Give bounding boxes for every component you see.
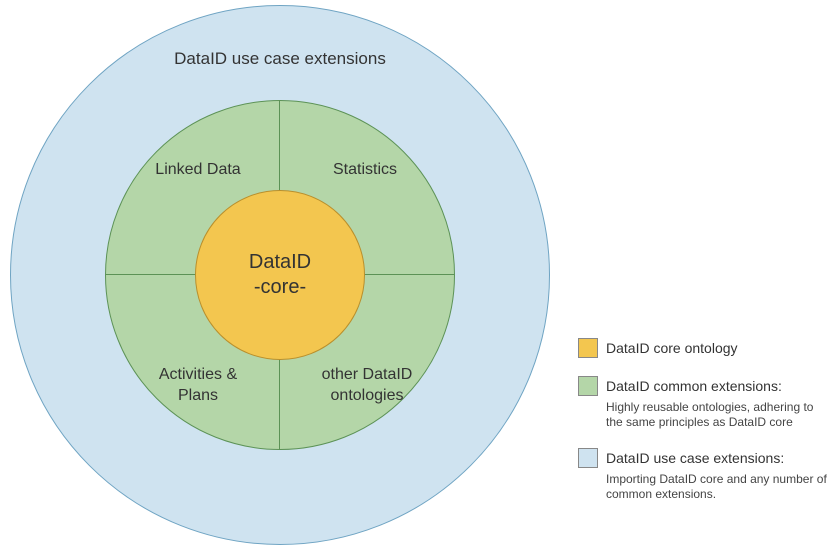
legend-desc-usecase: Importing DataID core and any number of … [606,472,830,502]
legend-swatch-common [578,376,598,396]
quadrant-label-activities-plans: Activities &Plans [128,365,268,407]
quadrant-label-statistics: Statistics [295,160,435,181]
legend-title-usecase: DataID use case extensions: [606,450,784,466]
legend-desc-common: Highly reusable ontologies, adhering to … [606,400,830,430]
quadrant-label-linked-data: Linked Data [128,160,268,181]
quadrant-label-other-ontologies: other DataIDontologies [292,365,442,407]
legend-item-core: DataID core ontology [578,338,830,358]
legend-title-core: DataID core ontology [606,340,738,356]
legend-swatch-usecase [578,448,598,468]
inner-circle-line2: -core- [254,275,306,300]
inner-circle-line1: DataID [249,250,311,275]
legend-item-common: DataID common extensions: Highly reusabl… [578,376,830,430]
legend-item-usecase: DataID use case extensions: Importing Da… [578,448,830,502]
inner-circle-dataid-core: DataID -core- [195,190,365,360]
concentric-ontology-diagram: DataID use case extensions Linked Data S… [10,5,550,545]
outer-circle-label: DataID use case extensions [10,49,550,69]
legend-swatch-core [578,338,598,358]
legend-title-common: DataID common extensions: [606,378,782,394]
legend: DataID core ontology DataID common exten… [578,338,830,520]
